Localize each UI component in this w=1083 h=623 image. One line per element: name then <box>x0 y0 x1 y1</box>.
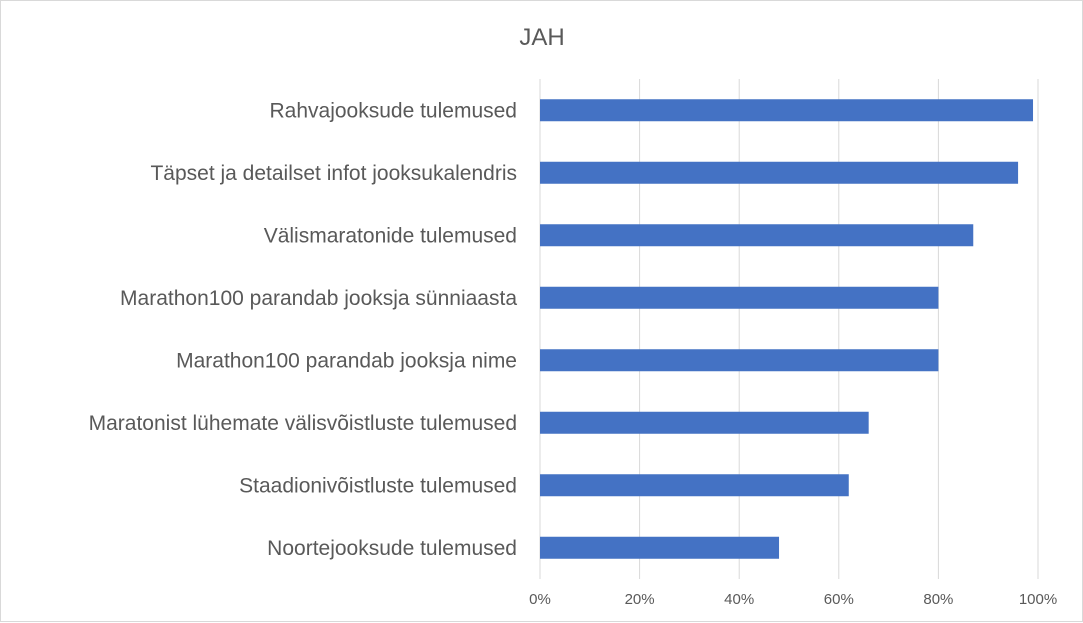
bar <box>540 536 780 559</box>
x-tick-label: 20% <box>625 591 655 608</box>
bar <box>540 286 939 309</box>
x-tick-label: 40% <box>724 591 754 608</box>
category-label: Rahvajooksude tulemused <box>270 99 518 122</box>
category-labels: Rahvajooksude tulemused Täpset ja details… <box>89 99 518 560</box>
chart-title: JAH <box>519 24 564 51</box>
category-label: Marathon100 parandab jooksja nime <box>176 349 517 372</box>
bar <box>540 224 974 247</box>
bar <box>540 411 869 434</box>
x-tick-label: 100% <box>1019 591 1057 608</box>
x-axis-tick-labels: 0% 20% 40% 60% 80% 100% <box>529 591 1057 608</box>
x-tick-label: 60% <box>824 591 854 608</box>
category-label: Marathon100 parandab jooksja sünniaasta <box>120 287 517 310</box>
bar <box>540 349 939 372</box>
category-label: Maratonist lühemate välisvõistluste tule… <box>89 412 517 435</box>
x-tick-label: 80% <box>923 591 953 608</box>
bar <box>540 99 1034 122</box>
gridlines <box>539 79 1039 579</box>
category-label: Välismaratonide tulemused <box>264 224 517 247</box>
category-label: Täpset ja detailset infot jooksukalendri… <box>150 162 517 185</box>
category-label: Noortejooksude tulemused <box>267 537 517 560</box>
bar <box>540 161 1019 184</box>
x-tick-label: 0% <box>529 591 551 608</box>
bar <box>540 474 849 497</box>
category-label: Staadionivõistluste tulemused <box>239 474 517 497</box>
bars <box>540 99 1034 559</box>
